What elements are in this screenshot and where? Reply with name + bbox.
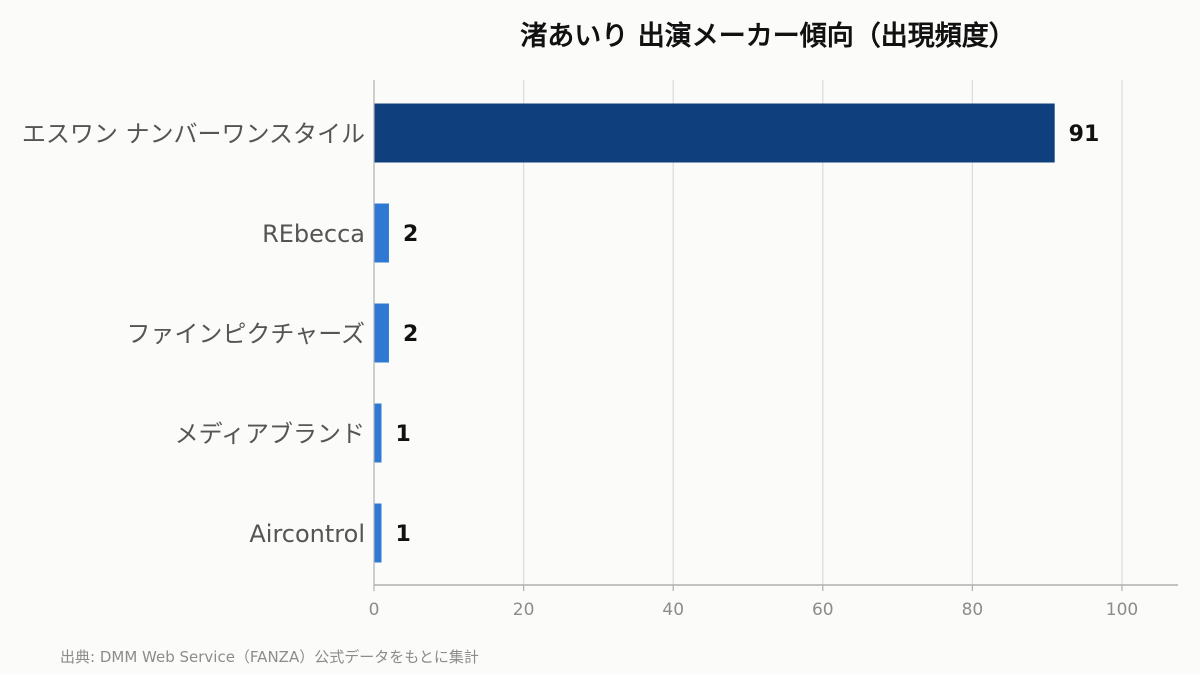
x-tick-label: 0 bbox=[369, 600, 380, 620]
category-label: メディアブランド bbox=[175, 420, 365, 448]
x-tick-label: 80 bbox=[962, 600, 984, 620]
category-label: Aircontrol bbox=[249, 520, 365, 548]
value-label: 91 bbox=[1069, 122, 1100, 147]
x-tick-label: 20 bbox=[513, 600, 535, 620]
value-label: 2 bbox=[403, 322, 418, 347]
value-label: 1 bbox=[395, 522, 410, 547]
bar bbox=[374, 103, 1055, 163]
value-labels: 91 2 2 1 1 bbox=[395, 122, 1099, 547]
gridlines bbox=[522, 80, 1123, 585]
bar bbox=[374, 503, 382, 563]
source-note: 出典: DMM Web Service（FANZA）公式データをもとに集計 bbox=[60, 648, 479, 666]
category-label: ファインピクチャーズ bbox=[126, 320, 365, 348]
x-tick-label: 40 bbox=[662, 600, 684, 620]
category-labels: エスワン ナンバーワンスタイル REbecca ファインピクチャーズメディアブランド… bbox=[22, 120, 365, 548]
value-label: 2 bbox=[403, 222, 418, 247]
x-tick-label: 100 bbox=[1106, 600, 1138, 620]
bars bbox=[374, 103, 1055, 563]
category-label: エスワン ナンバーワンスタイル bbox=[22, 120, 365, 148]
bar bbox=[374, 303, 389, 363]
value-label: 1 bbox=[395, 422, 410, 447]
chart-title: 渚あいり 出演メーカー傾向（出現頻度） bbox=[520, 20, 1015, 52]
x-axis: 0 20 40 60 80 100 bbox=[369, 80, 1178, 620]
category-label: REbecca bbox=[262, 220, 365, 248]
bar bbox=[374, 203, 389, 263]
x-tick-label: 60 bbox=[812, 600, 834, 620]
bar bbox=[374, 403, 382, 463]
